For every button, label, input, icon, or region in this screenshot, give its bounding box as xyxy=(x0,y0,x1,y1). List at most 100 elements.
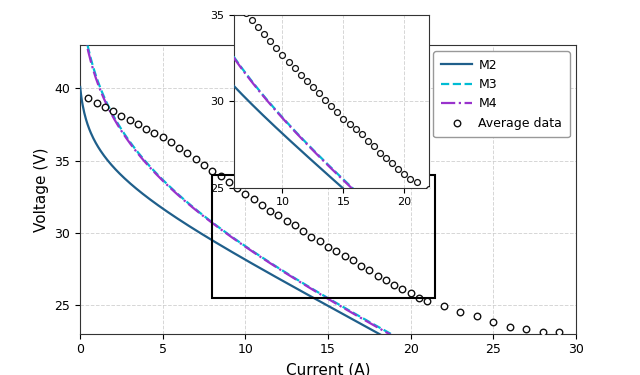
Point xyxy=(375,150,385,156)
M2 xyxy=(163,210,171,214)
M4 xyxy=(299,282,307,286)
M4 xyxy=(76,0,84,4)
Bar xyxy=(212,175,435,298)
Average data xyxy=(406,290,416,296)
Average data xyxy=(315,238,325,244)
M3 xyxy=(203,216,211,220)
Average data xyxy=(488,319,499,325)
Point xyxy=(289,66,300,72)
Average data xyxy=(273,212,284,218)
Point xyxy=(308,84,318,90)
Average data xyxy=(191,156,201,162)
Average data xyxy=(339,253,349,259)
Average data xyxy=(248,196,259,202)
M4 xyxy=(405,343,413,347)
M4 xyxy=(367,321,374,326)
Line: M4: M4 xyxy=(80,2,573,375)
Line: M3: M3 xyxy=(80,0,573,375)
M2 xyxy=(447,371,455,375)
Average data xyxy=(224,179,234,185)
Average data xyxy=(414,295,424,301)
Point xyxy=(412,179,422,185)
Average data xyxy=(132,122,143,128)
Point xyxy=(277,52,287,58)
Point xyxy=(405,176,415,182)
Average data xyxy=(538,329,548,335)
Average data xyxy=(141,126,151,132)
Average data xyxy=(108,108,118,114)
X-axis label: Current (A): Current (A) xyxy=(285,362,371,375)
Average data xyxy=(257,202,267,208)
Point xyxy=(356,131,367,137)
Point xyxy=(381,155,391,161)
Point xyxy=(296,72,306,78)
Average data xyxy=(232,185,242,191)
Point xyxy=(259,31,269,37)
M3 xyxy=(367,320,374,325)
Point xyxy=(241,10,251,16)
M2 xyxy=(405,348,413,352)
Average data xyxy=(157,134,168,140)
Average data xyxy=(364,267,374,273)
Y-axis label: Voltage (V): Voltage (V) xyxy=(34,147,49,232)
Point xyxy=(228,0,239,3)
Point xyxy=(253,24,263,30)
Average data xyxy=(116,113,127,119)
Point xyxy=(301,78,312,84)
Point xyxy=(265,38,275,44)
Legend: M2, M3, M4, Average data: M2, M3, M4, Average data xyxy=(433,51,570,137)
Point xyxy=(284,58,294,64)
Average data xyxy=(348,257,358,263)
Point xyxy=(393,165,403,171)
Point xyxy=(320,96,330,102)
Average data xyxy=(323,244,333,250)
Point xyxy=(351,126,361,132)
M4 xyxy=(447,366,455,370)
Point xyxy=(314,90,324,96)
Average data xyxy=(455,309,465,315)
Average data xyxy=(389,282,399,288)
M4 xyxy=(163,183,171,188)
Average data xyxy=(199,162,209,168)
Line: M2: M2 xyxy=(80,87,573,375)
Point xyxy=(326,104,337,110)
Average data xyxy=(216,173,226,179)
Average data xyxy=(149,130,159,136)
Average data xyxy=(438,303,449,309)
Average data xyxy=(124,117,135,123)
Average data xyxy=(505,324,515,330)
Average data xyxy=(174,144,184,150)
M3 xyxy=(299,281,307,285)
Average data xyxy=(381,278,391,284)
Average data xyxy=(422,297,433,303)
M3 xyxy=(163,182,171,186)
Average data xyxy=(521,326,531,332)
Point xyxy=(332,109,342,115)
Point xyxy=(369,143,379,149)
Point xyxy=(387,160,397,166)
Average data xyxy=(397,286,408,292)
Point xyxy=(363,138,373,144)
Average data xyxy=(265,208,275,214)
M3 xyxy=(405,342,413,346)
Point xyxy=(344,121,355,127)
Average data xyxy=(472,314,482,320)
Average data xyxy=(182,150,193,156)
Point xyxy=(339,116,349,122)
Point xyxy=(399,171,410,177)
Point xyxy=(424,186,434,192)
Average data xyxy=(282,218,292,224)
Average data xyxy=(331,249,341,255)
M3 xyxy=(447,364,455,369)
Average data xyxy=(100,104,110,110)
M2 xyxy=(76,85,84,89)
Average data xyxy=(290,222,300,228)
Point xyxy=(235,3,245,9)
M2 xyxy=(299,290,307,294)
M2 xyxy=(367,327,374,332)
Point xyxy=(271,45,282,51)
Point xyxy=(247,17,257,23)
Average data xyxy=(207,168,218,174)
Average data xyxy=(240,191,250,197)
Average data xyxy=(298,228,308,234)
